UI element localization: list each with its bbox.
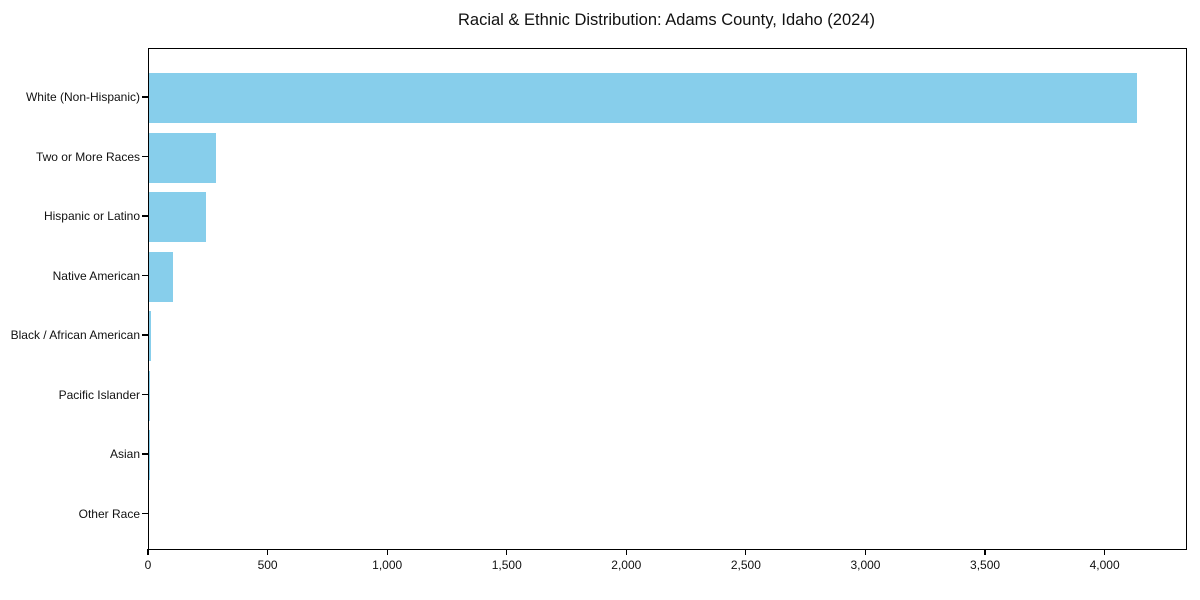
y-tick-label: Native American: [52, 268, 140, 283]
y-tick-mark: [142, 96, 148, 98]
y-tick-mark: [142, 512, 148, 515]
x-tick-mark: [266, 549, 269, 555]
y-tick-mark: [142, 453, 148, 455]
x-tick-label: 4,000: [1089, 558, 1120, 572]
x-tick-mark: [864, 549, 867, 555]
bar-two-or-more-races: [149, 132, 216, 183]
x-tick-mark: [745, 549, 747, 555]
y-tick-label: White (Non-Hispanic): [25, 90, 140, 104]
x-tick-label: 1,000: [372, 558, 403, 572]
y-tick-mark: [142, 215, 148, 217]
x-tick-label: 1,500: [491, 558, 522, 572]
plot-area: [148, 48, 1187, 550]
x-tick-mark: [625, 549, 627, 555]
y-tick-mark: [142, 274, 148, 277]
x-tick-mark: [386, 549, 388, 555]
y-tick-label: Black / African American: [10, 328, 140, 342]
bar-native-american: [149, 251, 173, 302]
x-tick-mark: [1104, 549, 1106, 555]
y-tick-label: Hispanic or Latino: [43, 209, 140, 223]
bar-asian: [149, 430, 150, 480]
y-tick-mark: [142, 393, 148, 396]
x-tick-label: 3,500: [970, 558, 1001, 572]
y-tick-label: Pacific Islander: [58, 387, 140, 402]
bar-white-non-hispanic: [149, 73, 1137, 123]
x-tick-mark: [147, 549, 149, 555]
bar-pacific-islander: [149, 370, 150, 421]
x-tick-label: 500: [257, 558, 278, 572]
y-tick-label: Two or More Races: [35, 149, 140, 164]
bar-black-african-american: [149, 311, 152, 361]
chart-title: Racial & Ethnic Distribution: Adams Coun…: [458, 11, 875, 29]
y-tick-mark: [142, 334, 148, 336]
x-tick-label: 0: [144, 558, 152, 572]
x-tick-label: 3,000: [850, 558, 881, 572]
bar-hispanic-or-latino: [149, 192, 207, 242]
y-tick-label: Other Race: [78, 506, 140, 521]
x-tick-label: 2,500: [730, 558, 761, 572]
x-tick-mark: [984, 549, 986, 555]
x-tick-mark: [506, 549, 508, 555]
y-tick-mark: [142, 155, 148, 158]
x-tick-label: 2,000: [611, 558, 642, 572]
y-tick-label: Asian: [109, 447, 140, 461]
